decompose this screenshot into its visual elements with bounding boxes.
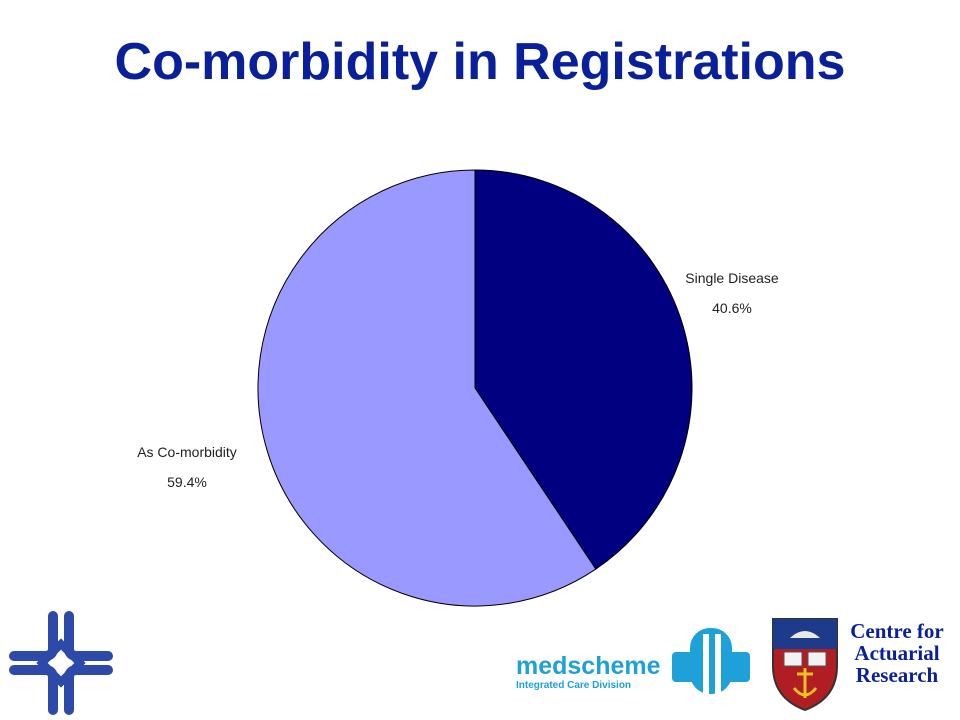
slice-label: As Co-morbidity bbox=[137, 444, 237, 460]
pie-slice-as-co-morbidity bbox=[257, 169, 597, 607]
slide-title: Co-morbidity in Registrations bbox=[114, 33, 846, 91]
medscheme-division: Integrated Care Division bbox=[516, 680, 632, 691]
pie-slice-single-disease bbox=[474, 169, 693, 570]
slice-value-label: 59.4% bbox=[167, 474, 207, 490]
medscheme-mark-icon bbox=[672, 628, 750, 694]
car-line-2: Actuarial bbox=[854, 641, 940, 665]
car-logo-text: Centre for Actuarial Research bbox=[838, 620, 956, 686]
car-line-3: Research bbox=[855, 663, 939, 687]
cross-logo-icon bbox=[9, 611, 113, 715]
medscheme-logo: medscheme Integrated Care Division bbox=[516, 654, 661, 696]
slice-value-label: 40.6% bbox=[712, 300, 752, 316]
university-shield-icon bbox=[772, 618, 838, 712]
car-line-1: Centre for bbox=[850, 619, 944, 643]
slice-label: Single Disease bbox=[685, 270, 779, 286]
medscheme-name: medscheme bbox=[516, 652, 661, 680]
